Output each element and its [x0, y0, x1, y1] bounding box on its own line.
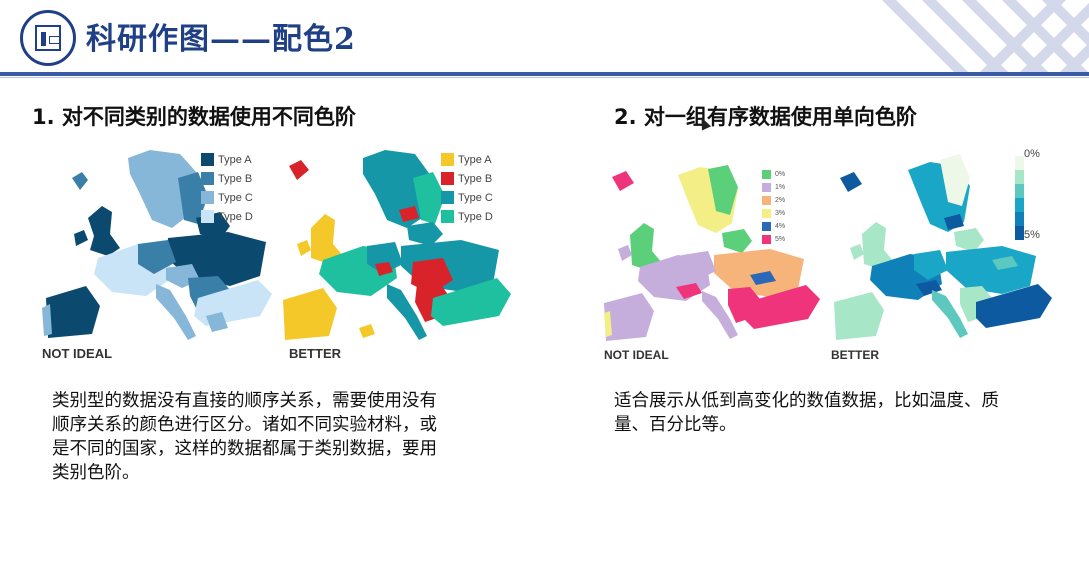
logo-icon [20, 10, 76, 66]
map-not-ideal-categorical [38, 148, 273, 343]
map-better-categorical [283, 148, 513, 343]
legend-item: 1% [762, 181, 785, 194]
map-not-ideal-sequential [604, 163, 824, 343]
legend-item: 4% [762, 220, 785, 233]
section-1-description: 类别型的数据没有直接的顺序关系，需要使用没有顺序关系的颜色进行区分。诸如不同实验… [52, 391, 437, 483]
map-caption: NOT IDEAL [604, 348, 669, 362]
slide-header: 科研作图——配色2 [0, 0, 1089, 80]
legend-item: Type C [201, 188, 253, 207]
legend-better-categorical: Type A Type B Type C Type D [441, 150, 493, 226]
legend-item: 5% [762, 233, 785, 246]
section-2-description: 适合展示从低到高变化的数值数据，比如温度、质量、百分比等。 [614, 391, 999, 435]
legend-item: Type B [441, 169, 493, 188]
header-divider [0, 72, 1089, 76]
legend-not-ideal-categorical: Type A Type B Type C Type D [201, 150, 253, 226]
legend-item: Type B [201, 169, 253, 188]
legend-item: 3% [762, 207, 785, 220]
gradient-max-label: 5% [1024, 229, 1040, 241]
section-2-title: 2. 对一组有序数据使用单向色阶 [614, 105, 917, 129]
legend-item: Type D [441, 207, 493, 226]
legend-not-ideal-sequential: 0% 1% 2% 3% 4% 5% [762, 168, 785, 246]
legend-item: 2% [762, 194, 785, 207]
header-decoration [859, 0, 1089, 72]
legend-item: 0% [762, 168, 785, 181]
legend-item: Type A [441, 150, 493, 169]
legend-item: Type D [201, 207, 253, 226]
map-caption: BETTER [831, 348, 879, 362]
legend-item: Type C [441, 188, 493, 207]
map-better-sequential [832, 150, 1052, 345]
gradient-min-label: 0% [1024, 148, 1040, 160]
slide-title: 科研作图——配色2 [86, 22, 356, 57]
legend-item: Type A [201, 150, 253, 169]
gradient-legend-bar [1015, 156, 1024, 240]
map-caption: NOT IDEAL [42, 346, 113, 361]
map-caption: BETTER [289, 346, 341, 361]
section-1-title: 1. 对不同类别的数据使用不同色阶 [32, 105, 356, 129]
